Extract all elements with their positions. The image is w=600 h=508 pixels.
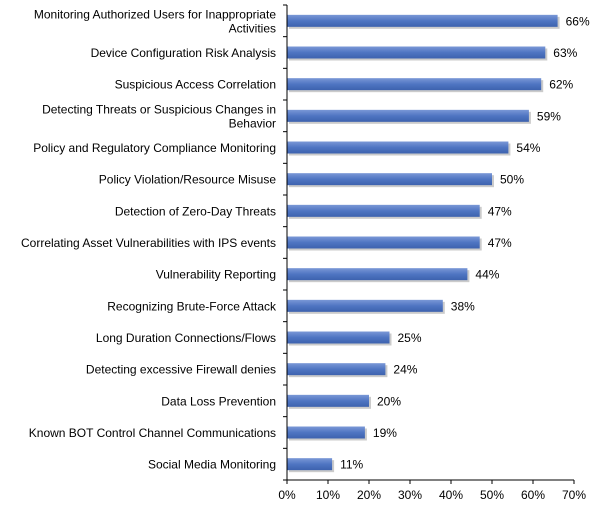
bar [287, 109, 529, 122]
data-label: 59% [537, 109, 561, 123]
bar [287, 426, 365, 439]
category-label: Known BOT Control Channel Communications [29, 426, 276, 440]
category-label: Detecting excessive Firewall denies [86, 363, 276, 377]
data-label: 25% [398, 331, 422, 345]
axes: 0% 10% 20% 30% 40% 50% 60% 70% [278, 4, 586, 502]
bar [287, 458, 333, 471]
x-tick-label: 30% [398, 488, 422, 502]
data-label: 47% [488, 236, 512, 250]
data-label: 44% [475, 268, 499, 282]
category-label: Suspicious Access Correlation [115, 78, 276, 92]
bar [287, 299, 443, 312]
data-label: 24% [393, 363, 417, 377]
x-tick-label: 20% [357, 488, 381, 502]
data-label: 62% [549, 78, 573, 92]
data-label: 54% [516, 141, 540, 155]
x-tick-label: 70% [562, 488, 586, 502]
category-label: Long Duration Connections/Flows [96, 331, 276, 345]
data-label: 50% [500, 173, 524, 187]
value-labels: 66% 63% 62% 59% 54% 50% 47% 47% 44% 38% 25% 24% 20% 1… [340, 14, 590, 471]
category-label: Monitoring Authorized Users for Inapprop… [34, 7, 276, 35]
x-tick-label: 40% [439, 488, 463, 502]
category-label: Detecting Threats or Suspicious Changes … [42, 102, 276, 130]
bar [287, 331, 390, 344]
category-label: Detection of Zero-Day Threats [115, 204, 276, 218]
data-label: 11% [340, 458, 363, 472]
bar [287, 173, 492, 186]
x-tick-label: 50% [480, 488, 504, 502]
bar [287, 236, 480, 249]
category-label: Device Configuration Risk Analysis [91, 46, 276, 60]
category-label: Policy and Regulatory Compliance Monitor… [33, 141, 276, 155]
data-label: 20% [377, 394, 401, 408]
bar [287, 141, 509, 154]
bars [287, 14, 560, 473]
category-label: Data Loss Prevention [161, 394, 276, 408]
x-tick-label: 10% [316, 488, 340, 502]
category-labels: Monitoring Authorized Users for Inapprop… [21, 7, 277, 471]
bar [287, 204, 480, 217]
category-label: Vulnerability Reporting [156, 268, 276, 282]
data-label: 63% [553, 46, 577, 60]
bar [287, 394, 369, 407]
data-label: 38% [451, 299, 475, 313]
category-label: Policy Violation/Resource Misuse [99, 173, 277, 187]
bar [287, 268, 468, 281]
bar [287, 363, 386, 376]
data-label: 19% [373, 426, 397, 440]
category-label: Correlating Asset Vulnerabilities with I… [21, 236, 276, 250]
data-label: 47% [488, 204, 512, 218]
x-tick-label: 0% [278, 488, 296, 502]
category-label: Social Media Monitoring [148, 458, 276, 472]
data-label: 66% [566, 14, 590, 28]
bar [287, 78, 542, 91]
category-label: Recognizing Brute-Force Attack [107, 299, 277, 313]
bar [287, 14, 558, 27]
bar [287, 46, 546, 59]
x-tick-label: 60% [521, 488, 545, 502]
